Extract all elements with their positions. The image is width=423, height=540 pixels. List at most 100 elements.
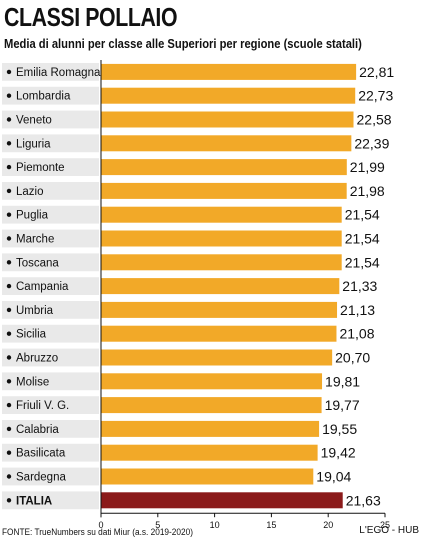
row-label-band: [2, 467, 99, 486]
category-label: Friuli V. G.: [16, 400, 69, 412]
category-label: Umbria: [16, 305, 54, 317]
value-label: 21,08: [339, 326, 374, 342]
bar: [101, 182, 351, 199]
value-label: 20,70: [335, 350, 370, 366]
category-label: Sicilia: [16, 329, 47, 341]
row-bullet: [6, 307, 12, 313]
bar: [101, 492, 347, 509]
value-label-bg: [317, 443, 358, 462]
value-label-bg: [339, 277, 380, 296]
value-label-bg: [341, 253, 382, 272]
row-label-band: [2, 277, 99, 295]
value-label: 21,54: [345, 207, 380, 223]
row-bullet: [6, 402, 12, 408]
row-bullet: [6, 283, 12, 289]
value-label-bg: [337, 300, 378, 319]
category-label: Molise: [16, 376, 49, 388]
category-label: Emilia Romagna: [16, 67, 101, 79]
row-bullet: [6, 117, 12, 122]
value-label-bg: [321, 396, 362, 415]
row-bullet: [6, 141, 12, 146]
value-label-bg: [341, 229, 382, 248]
row-label-band: [2, 396, 99, 414]
value-label-bg: [353, 110, 394, 129]
value-label: 19,04: [316, 469, 351, 485]
category-label: Veneto: [16, 115, 52, 127]
value-label: 21,54: [345, 231, 380, 247]
row-bullet: [6, 93, 12, 98]
value-label-bg: [313, 467, 354, 486]
category-label: Abruzzo: [16, 353, 58, 365]
row-bullet: [6, 236, 12, 241]
value-label-bg: [341, 205, 382, 224]
x-tick-label: 25: [380, 520, 390, 530]
value-label-bg: [355, 86, 396, 105]
category-label: Lombardia: [16, 91, 71, 103]
chart-title: CLASSI POLLAIO: [4, 2, 178, 32]
value-label-bg: [319, 419, 360, 438]
row-bullet: [6, 69, 12, 75]
row-label-band: [2, 63, 99, 81]
row-bullet: [6, 331, 12, 336]
category-label: Lazio: [16, 186, 44, 198]
row-bullet: [6, 212, 12, 217]
row-label-band: [2, 205, 99, 224]
x-tick-label: 20: [323, 520, 333, 530]
value-label: 19,81: [325, 373, 360, 389]
bar: [101, 111, 358, 128]
bar: [101, 325, 341, 342]
row-bullet: [6, 474, 12, 479]
row-label-band: [2, 491, 99, 510]
value-label: 21,54: [345, 254, 380, 270]
x-tick-label: 10: [210, 520, 220, 530]
source-note: FONTE: TrueNumbers su dati Miur (a.s. 20…: [2, 527, 193, 537]
row-bullet: [6, 355, 12, 360]
bar: [101, 230, 346, 247]
value-label-bg: [356, 62, 397, 81]
row-label-band: [2, 110, 99, 129]
value-label: 22,39: [354, 135, 389, 151]
bar: [101, 444, 322, 461]
value-label: 22,81: [359, 64, 394, 80]
value-label-bg: [342, 491, 383, 510]
row-label-band: [2, 158, 99, 176]
x-tick-label: 15: [266, 520, 276, 530]
row-bullet: [6, 188, 12, 194]
bar: [101, 206, 346, 223]
value-label: 21,63: [346, 492, 381, 508]
row-label-band: [2, 301, 99, 319]
category-label: Liguria: [16, 138, 51, 150]
row-bullet: [6, 379, 12, 384]
category-label: Toscana: [16, 257, 59, 269]
bar: [101, 278, 344, 295]
row-bullet: [6, 260, 12, 265]
value-label-bg: [346, 158, 387, 177]
row-label-band: [2, 182, 99, 200]
value-label: 21,98: [350, 183, 385, 199]
value-label: 21,13: [340, 302, 375, 318]
x-tick-label: 0: [98, 520, 103, 530]
row-bullet: [6, 498, 12, 503]
value-label: 21,33: [342, 278, 377, 294]
row-label-band: [2, 253, 99, 272]
bar: [101, 373, 327, 390]
value-label: 19,42: [321, 445, 356, 461]
value-label-bg: [336, 324, 377, 343]
chart-subtitle: Media di alunni per classe alle Superior…: [4, 36, 362, 51]
bar: [101, 301, 342, 318]
value-label: 22,73: [358, 88, 393, 104]
bar: [101, 420, 324, 437]
x-tick-label: 5: [155, 520, 160, 530]
category-label: Calabria: [16, 424, 59, 436]
row-label-band: [2, 134, 99, 153]
value-label-bg: [332, 348, 373, 367]
row-bullet: [6, 426, 12, 432]
value-label: 22,58: [357, 112, 392, 128]
row-label-band: [2, 229, 99, 248]
row-bullet: [6, 164, 12, 170]
row-label-band: [2, 324, 99, 343]
value-label: 21,99: [350, 159, 385, 175]
category-label: Sardegna: [16, 472, 66, 484]
category-label: Basilicata: [16, 448, 66, 460]
